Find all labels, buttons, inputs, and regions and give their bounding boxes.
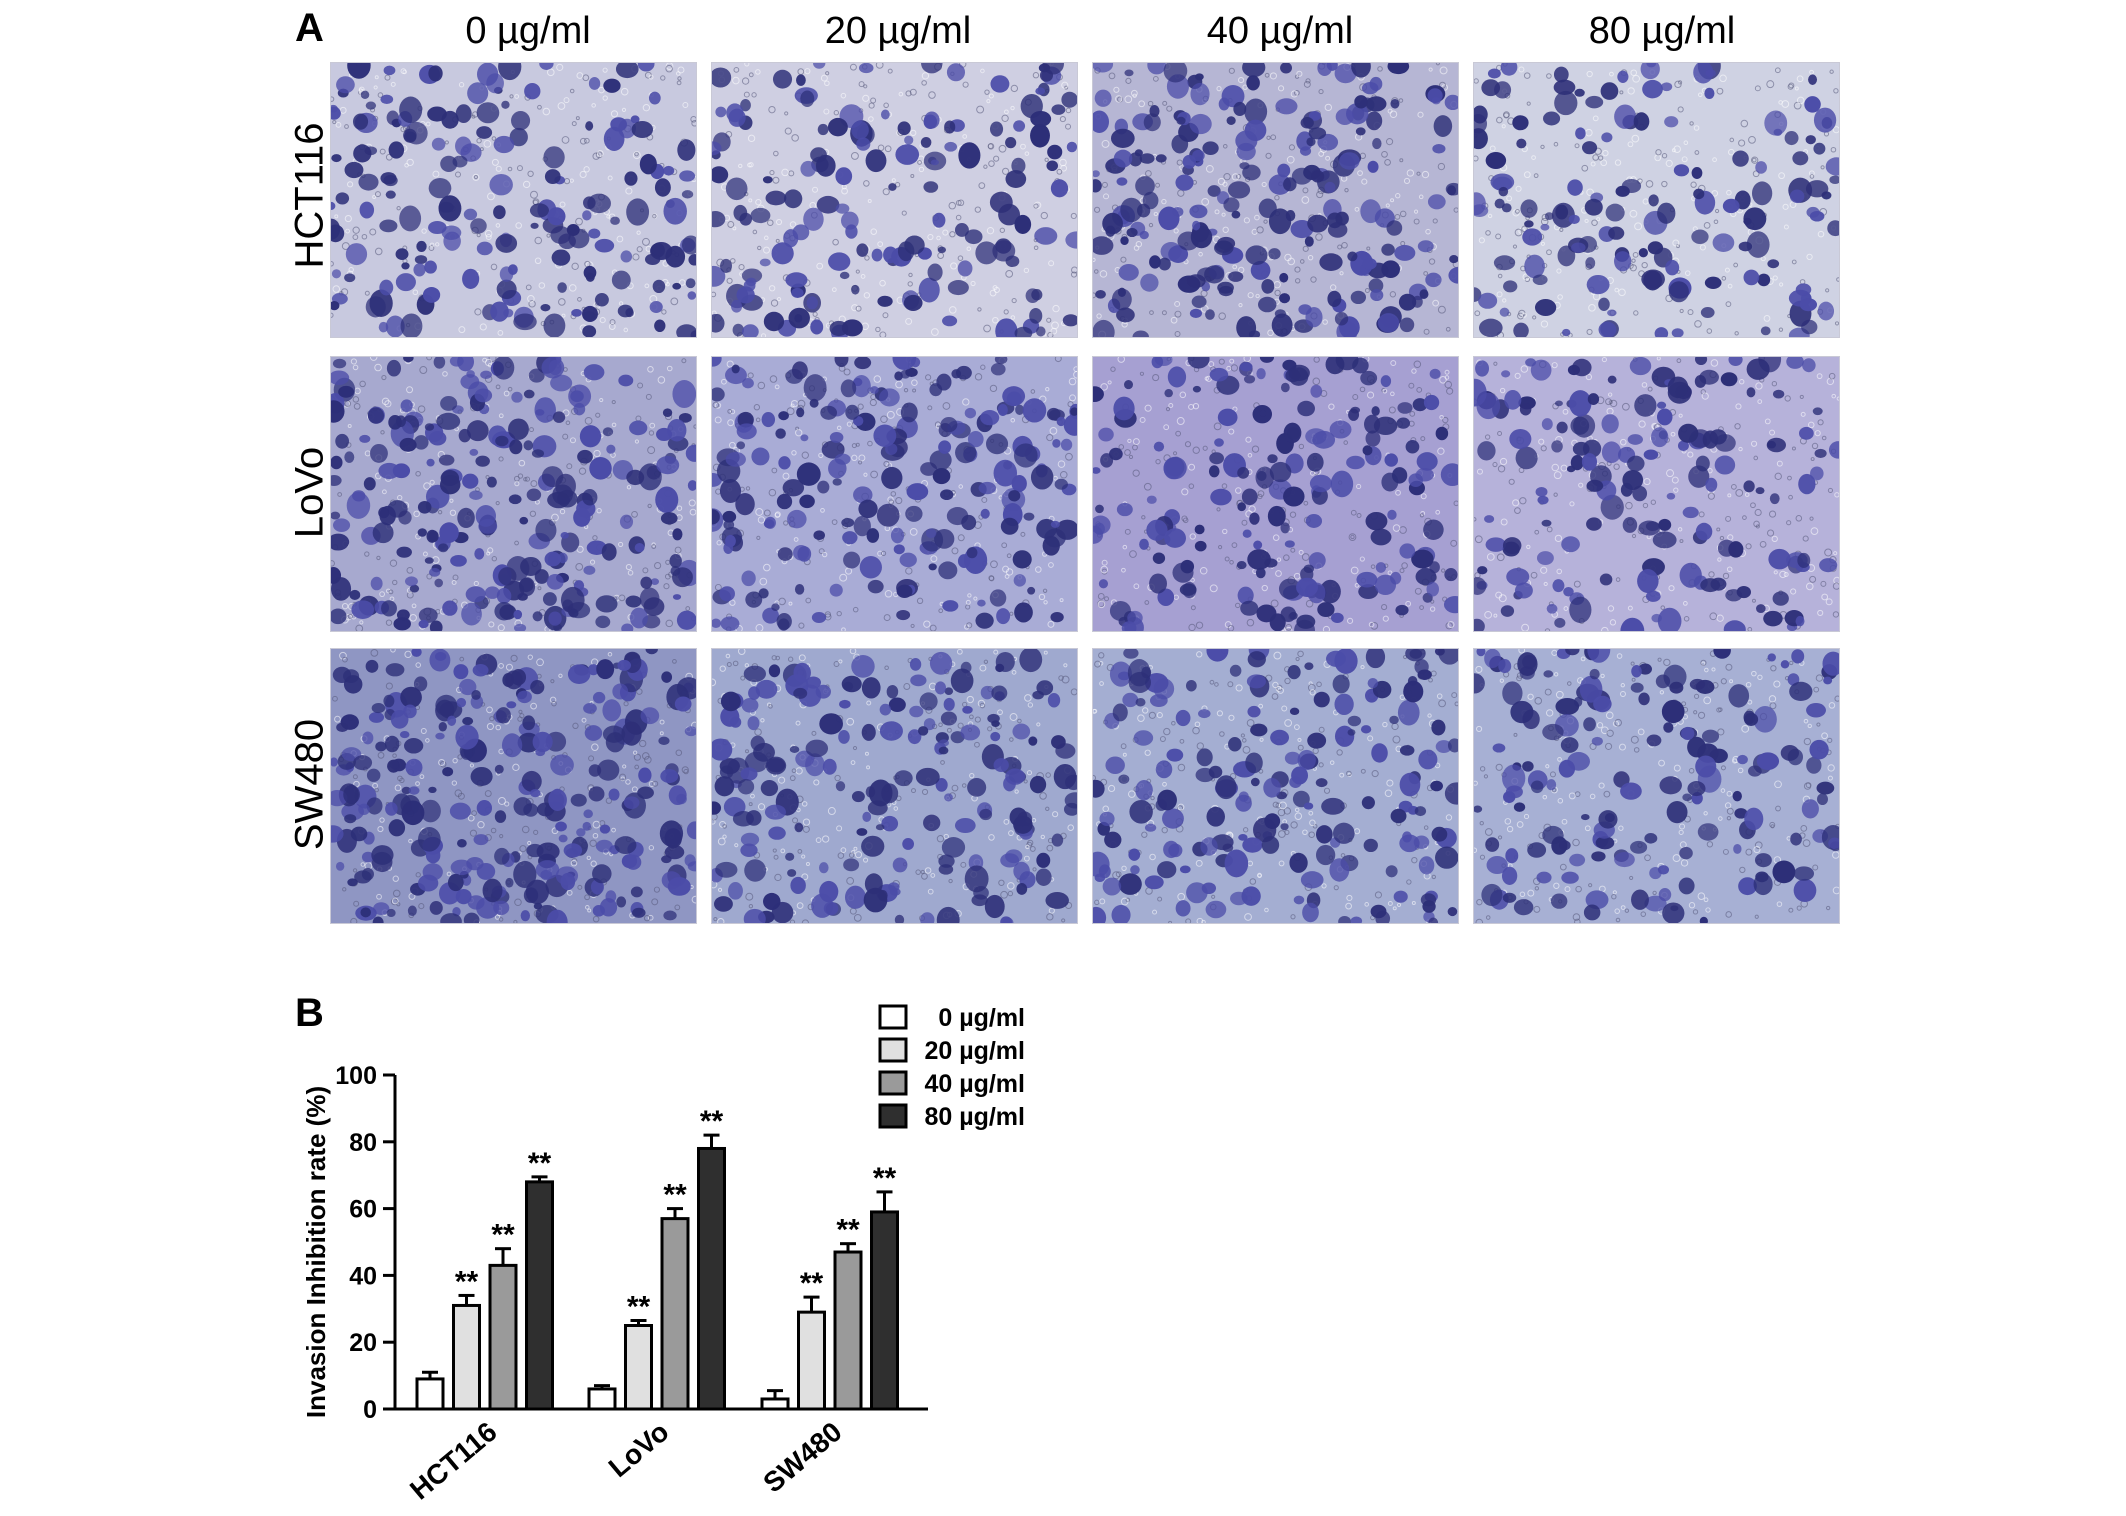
legend-swatch-1 xyxy=(878,1037,908,1063)
micrograph-sw480-2 xyxy=(1092,648,1459,924)
bar-sw480-3 xyxy=(870,1210,899,1411)
significance-hct116-1: ** xyxy=(455,1265,479,1298)
column-label-0: 0 µg/ml xyxy=(465,10,591,52)
column-label-80: 80 µg/ml xyxy=(1588,10,1736,52)
y-axis-title: Invasion Inhibition rate (%) xyxy=(301,1086,331,1418)
legend-label-1: 20 µg/ml xyxy=(924,1037,1025,1065)
y-tick-label-40: 40 xyxy=(349,1262,377,1290)
x-tick-label-sw480: SW480 xyxy=(757,1416,847,1499)
micrograph-lovo-0 xyxy=(330,356,697,632)
micrograph-lovo-2 xyxy=(1092,356,1459,632)
bar-hct116-2 xyxy=(488,1263,518,1411)
bar-hct116-1 xyxy=(452,1303,481,1411)
micrograph-sw480-1 xyxy=(711,648,1078,924)
micrograph-sw480-3 xyxy=(1473,648,1840,924)
y-tick-label-100: 100 xyxy=(335,1062,377,1090)
panel-b-letter: B xyxy=(295,991,324,1035)
bar-lovo-3 xyxy=(697,1146,726,1411)
y-tick-label-60: 60 xyxy=(349,1196,377,1224)
micrograph-hct116-3 xyxy=(1473,62,1840,338)
bar-hct116-0 xyxy=(415,1377,445,1411)
micrograph-hct116-1 xyxy=(711,62,1078,338)
y-tick-label-20: 20 xyxy=(349,1329,377,1357)
bar-sw480-1 xyxy=(797,1310,826,1411)
legend-swatch-2 xyxy=(878,1070,908,1096)
x-tick-label-hct116: HCT116 xyxy=(404,1416,503,1506)
significance-hct116-3: ** xyxy=(528,1147,552,1180)
legend-label-0: 0 µg/ml xyxy=(938,1004,1025,1032)
significance-lovo-3: ** xyxy=(700,1105,724,1138)
legend-swatch-0 xyxy=(878,1004,908,1030)
micrograph-hct116-0 xyxy=(330,62,697,338)
bar-sw480-2 xyxy=(833,1250,863,1411)
bar-lovo-1 xyxy=(624,1324,653,1411)
panel-a-letter: A xyxy=(295,6,324,50)
x-tick-label-lovo: LoVo xyxy=(603,1416,675,1483)
y-tick-label-80: 80 xyxy=(349,1129,377,1157)
micrograph-lovo-3 xyxy=(1473,356,1840,632)
legend-label-3: 80 µg/ml xyxy=(924,1103,1025,1131)
micrograph-sw480-0 xyxy=(330,648,697,924)
y-tick-label-0: 0 xyxy=(363,1396,377,1424)
bar-lovo-2 xyxy=(660,1217,690,1411)
legend-label-2: 40 µg/ml xyxy=(924,1070,1025,1098)
column-label-40: 40 µg/ml xyxy=(1206,10,1354,52)
significance-lovo-1: ** xyxy=(627,1290,651,1323)
micrograph-lovo-1 xyxy=(711,356,1078,632)
significance-lovo-2: ** xyxy=(663,1179,687,1212)
significance-sw480-2: ** xyxy=(836,1214,860,1247)
micrograph-hct116-2 xyxy=(1092,62,1459,338)
significance-hct116-2: ** xyxy=(491,1219,515,1252)
bar-lovo-0 xyxy=(587,1387,617,1411)
significance-sw480-1: ** xyxy=(800,1267,824,1300)
legend-swatch-3 xyxy=(878,1103,908,1129)
bar-sw480-0 xyxy=(760,1397,790,1411)
significance-sw480-3: ** xyxy=(873,1162,897,1195)
column-label-20: 20 µg/ml xyxy=(824,10,972,52)
bar-hct116-3 xyxy=(525,1180,554,1411)
